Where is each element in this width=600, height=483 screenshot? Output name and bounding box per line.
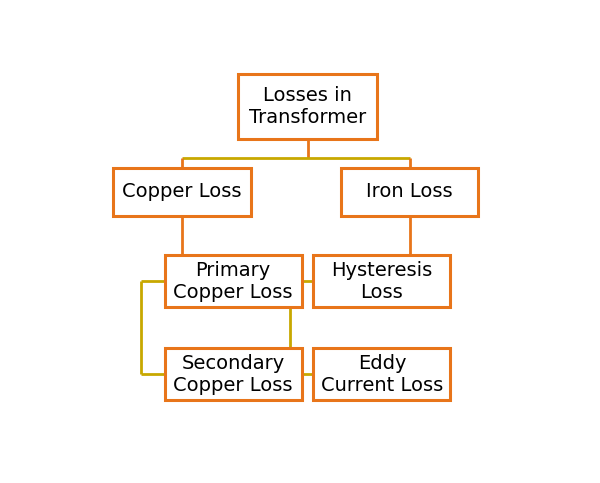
FancyBboxPatch shape [313, 348, 451, 400]
Text: Losses in
Transformer: Losses in Transformer [249, 86, 366, 127]
Text: Primary
Copper Loss: Primary Copper Loss [173, 261, 293, 301]
FancyBboxPatch shape [313, 255, 451, 307]
FancyBboxPatch shape [164, 348, 302, 400]
Text: Secondary
Copper Loss: Secondary Copper Loss [173, 354, 293, 395]
FancyBboxPatch shape [238, 74, 377, 139]
FancyBboxPatch shape [341, 168, 478, 216]
Text: Iron Loss: Iron Loss [367, 183, 453, 201]
FancyBboxPatch shape [113, 168, 251, 216]
Text: Hysteresis
Loss: Hysteresis Loss [331, 261, 433, 301]
Text: Eddy
Current Loss: Eddy Current Loss [321, 354, 443, 395]
Text: Copper Loss: Copper Loss [122, 183, 242, 201]
FancyBboxPatch shape [164, 255, 302, 307]
